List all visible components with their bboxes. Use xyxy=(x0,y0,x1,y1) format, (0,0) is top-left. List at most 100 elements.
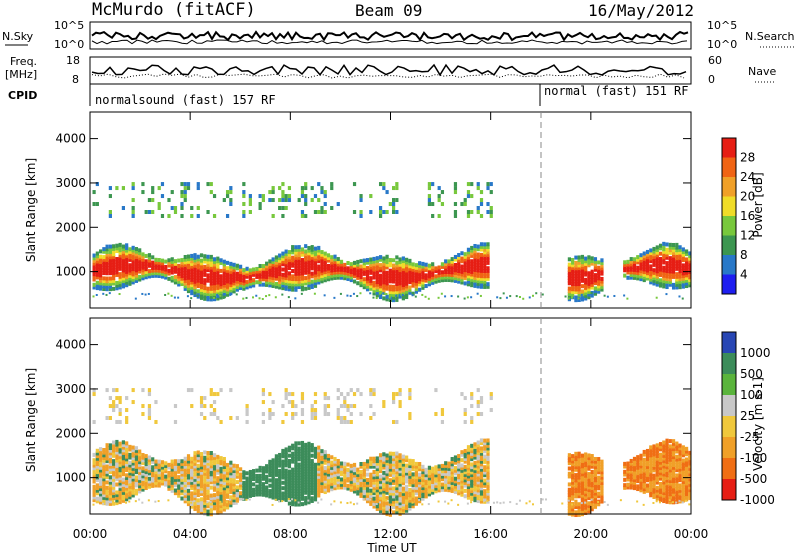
data-cell xyxy=(359,488,363,493)
data-cell xyxy=(261,194,265,199)
data-cell xyxy=(209,480,213,485)
data-cell xyxy=(212,503,217,508)
data-cell xyxy=(600,478,604,483)
data-cell xyxy=(440,262,445,267)
data-cell xyxy=(483,443,487,448)
data-cell xyxy=(121,453,126,458)
data-cell xyxy=(287,469,292,474)
data-cell xyxy=(313,265,318,270)
data-cell xyxy=(291,491,295,496)
data-cell xyxy=(349,388,353,393)
data-cell xyxy=(626,270,630,275)
data-cell xyxy=(105,459,109,464)
data-cell xyxy=(281,182,285,187)
data-cell xyxy=(183,480,187,485)
data-cell xyxy=(414,287,418,292)
data-cell xyxy=(193,269,197,274)
data-cell xyxy=(395,198,399,203)
data-cell xyxy=(375,461,379,466)
data-cell xyxy=(229,288,233,293)
data-cell xyxy=(424,491,428,496)
data-cell xyxy=(307,494,311,499)
data-cell xyxy=(574,279,578,284)
data-cell xyxy=(639,277,643,282)
data-cell xyxy=(317,248,321,253)
data-cell xyxy=(238,483,243,488)
data-cell xyxy=(222,296,225,299)
data-cell xyxy=(639,453,643,458)
data-cell xyxy=(118,419,122,424)
data-cell xyxy=(125,494,129,499)
data-cell xyxy=(567,294,571,299)
data-cell xyxy=(655,271,659,276)
data-cell xyxy=(144,456,148,461)
data-cell xyxy=(457,266,461,271)
data-cell xyxy=(652,447,656,452)
data-cell xyxy=(662,273,666,278)
data-cell xyxy=(388,284,392,289)
data-cell xyxy=(662,488,666,493)
data-cell xyxy=(336,265,340,270)
data-cell xyxy=(675,497,679,502)
data-cell xyxy=(652,463,656,468)
data-cell xyxy=(385,281,389,286)
data-cell xyxy=(584,508,588,513)
data-cell xyxy=(567,273,571,278)
data-cell xyxy=(196,455,200,460)
data-cell xyxy=(476,182,480,187)
data-cell xyxy=(112,469,116,474)
data-cell xyxy=(473,249,477,254)
data-cell xyxy=(479,190,484,195)
data-cell xyxy=(313,481,318,486)
data-cell xyxy=(408,277,412,282)
data-cell xyxy=(476,456,480,461)
data-cell xyxy=(112,273,116,278)
data-cell xyxy=(470,259,474,264)
data-cell xyxy=(466,250,471,255)
data-cell xyxy=(115,286,119,291)
data-cell xyxy=(385,504,389,509)
data-cell xyxy=(300,440,305,445)
data-cell xyxy=(678,282,682,287)
data-cell xyxy=(483,459,487,464)
data-cell xyxy=(584,501,587,504)
data-cell xyxy=(336,474,340,479)
data-cell xyxy=(99,254,103,259)
data-cell xyxy=(382,454,386,459)
data-cell xyxy=(320,465,324,470)
data-cell xyxy=(675,473,679,478)
data-cell xyxy=(440,477,445,482)
data-cell xyxy=(466,485,471,490)
data-cell xyxy=(138,473,142,478)
data-cell xyxy=(466,194,471,199)
data-cell xyxy=(203,479,207,484)
data-cell xyxy=(134,462,139,467)
data-cell xyxy=(382,510,386,515)
nsearch-tick-top: 10^5 xyxy=(707,19,737,32)
data-cell xyxy=(392,396,396,401)
data-cell xyxy=(180,263,184,268)
data-cell xyxy=(105,260,109,265)
data-cell xyxy=(190,483,194,488)
data-cell xyxy=(268,462,272,467)
data-cell xyxy=(567,466,571,471)
data-cell xyxy=(427,282,432,287)
data-cell xyxy=(219,282,223,287)
data-cell xyxy=(209,493,213,498)
data-cell xyxy=(125,483,129,488)
data-cell xyxy=(304,501,308,506)
data-cell xyxy=(274,486,279,491)
data-cell xyxy=(453,471,458,476)
data-cell xyxy=(186,480,191,485)
data-cell xyxy=(427,271,432,276)
data-cell xyxy=(144,483,148,488)
data-cell xyxy=(401,272,405,277)
data-cell xyxy=(349,262,353,267)
data-cell xyxy=(102,466,106,471)
data-cell xyxy=(196,498,200,503)
data-cell xyxy=(649,269,653,274)
data-cell xyxy=(281,251,285,256)
data-cell xyxy=(418,477,422,482)
data-cell xyxy=(593,470,598,475)
data-cell xyxy=(577,297,580,300)
